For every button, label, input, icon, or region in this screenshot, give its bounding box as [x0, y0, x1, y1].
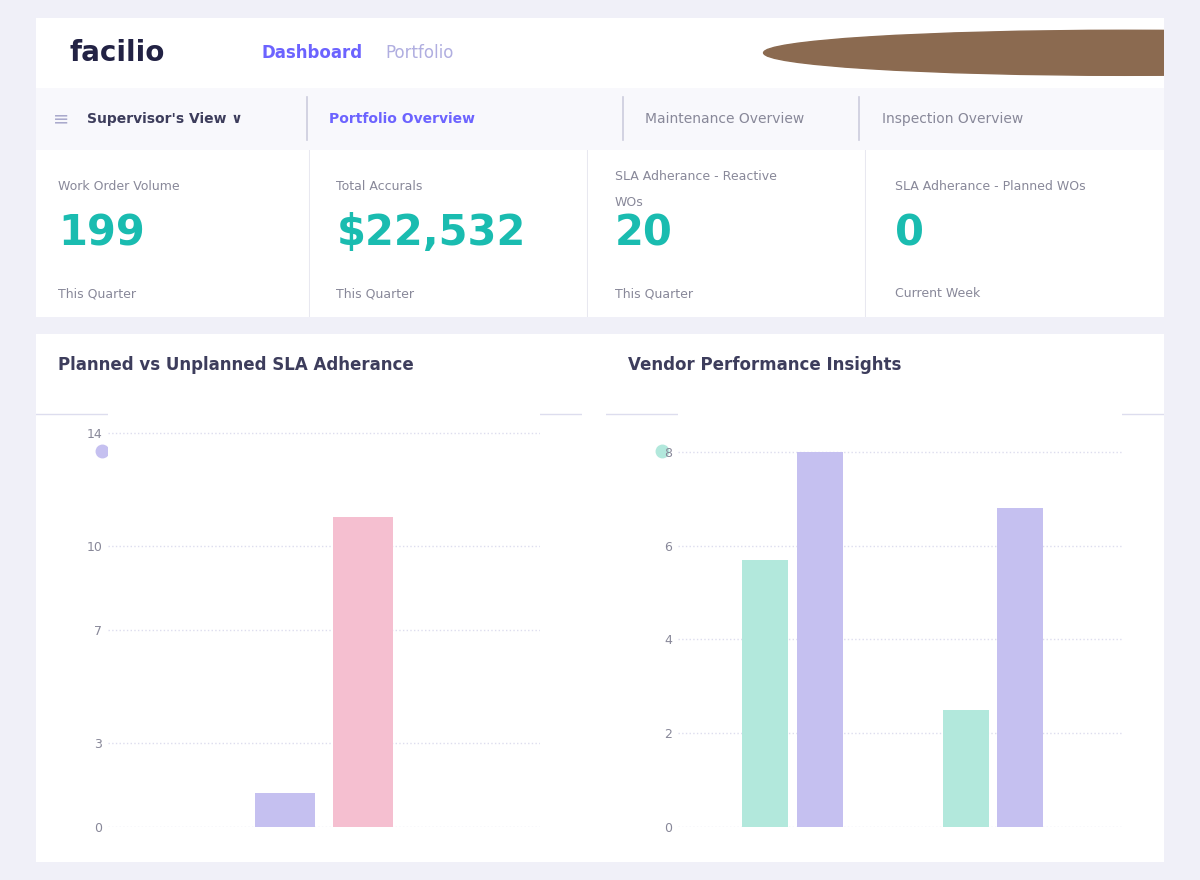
- Bar: [943, 710, 989, 827]
- Text: 20: 20: [614, 212, 672, 254]
- Text: SLA Adherance - Reactive: SLA Adherance - Reactive: [614, 170, 776, 183]
- Bar: [997, 508, 1043, 827]
- Text: OnTime Completion: OnTime Completion: [682, 444, 818, 458]
- Bar: [332, 517, 394, 827]
- Text: 0: 0: [895, 212, 924, 254]
- Text: Planned: Planned: [121, 444, 176, 458]
- Text: Current Week: Current Week: [895, 287, 980, 300]
- Text: Total Accurals: Total Accurals: [336, 180, 422, 193]
- Text: $22,532: $22,532: [336, 212, 526, 254]
- Text: Maintenance Overview: Maintenance Overview: [646, 112, 804, 126]
- Bar: [743, 560, 788, 827]
- Bar: [797, 451, 842, 827]
- Text: Inspection Overview: Inspection Overview: [882, 112, 1024, 126]
- Text: Planned vs Unplanned SLA Adherance: Planned vs Unplanned SLA Adherance: [58, 356, 414, 373]
- Text: No. of Work Orders: No. of Work Orders: [888, 444, 1020, 458]
- Text: SLA Adherance - Planned WOs: SLA Adherance - Planned WOs: [895, 180, 1085, 193]
- Text: Work Order Volume: Work Order Volume: [58, 180, 180, 193]
- Text: This Quarter: This Quarter: [336, 287, 414, 300]
- Text: Portfolio Overview: Portfolio Overview: [329, 112, 475, 126]
- Text: ≡: ≡: [53, 109, 70, 128]
- Bar: [254, 794, 316, 827]
- Text: Vendor Performance Insights: Vendor Performance Insights: [629, 356, 901, 373]
- Text: Supervisor's View ∨: Supervisor's View ∨: [86, 112, 242, 126]
- Text: Dashboard: Dashboard: [262, 44, 362, 62]
- Text: facilio: facilio: [70, 39, 166, 67]
- Text: 199: 199: [58, 212, 145, 254]
- Text: This Quarter: This Quarter: [58, 287, 136, 300]
- Text: Portfolio: Portfolio: [385, 44, 454, 62]
- Text: WOs: WOs: [614, 196, 643, 209]
- Text: Unplanned: Unplanned: [263, 444, 337, 458]
- Circle shape: [763, 30, 1200, 76]
- Text: This Quarter: This Quarter: [614, 287, 692, 300]
